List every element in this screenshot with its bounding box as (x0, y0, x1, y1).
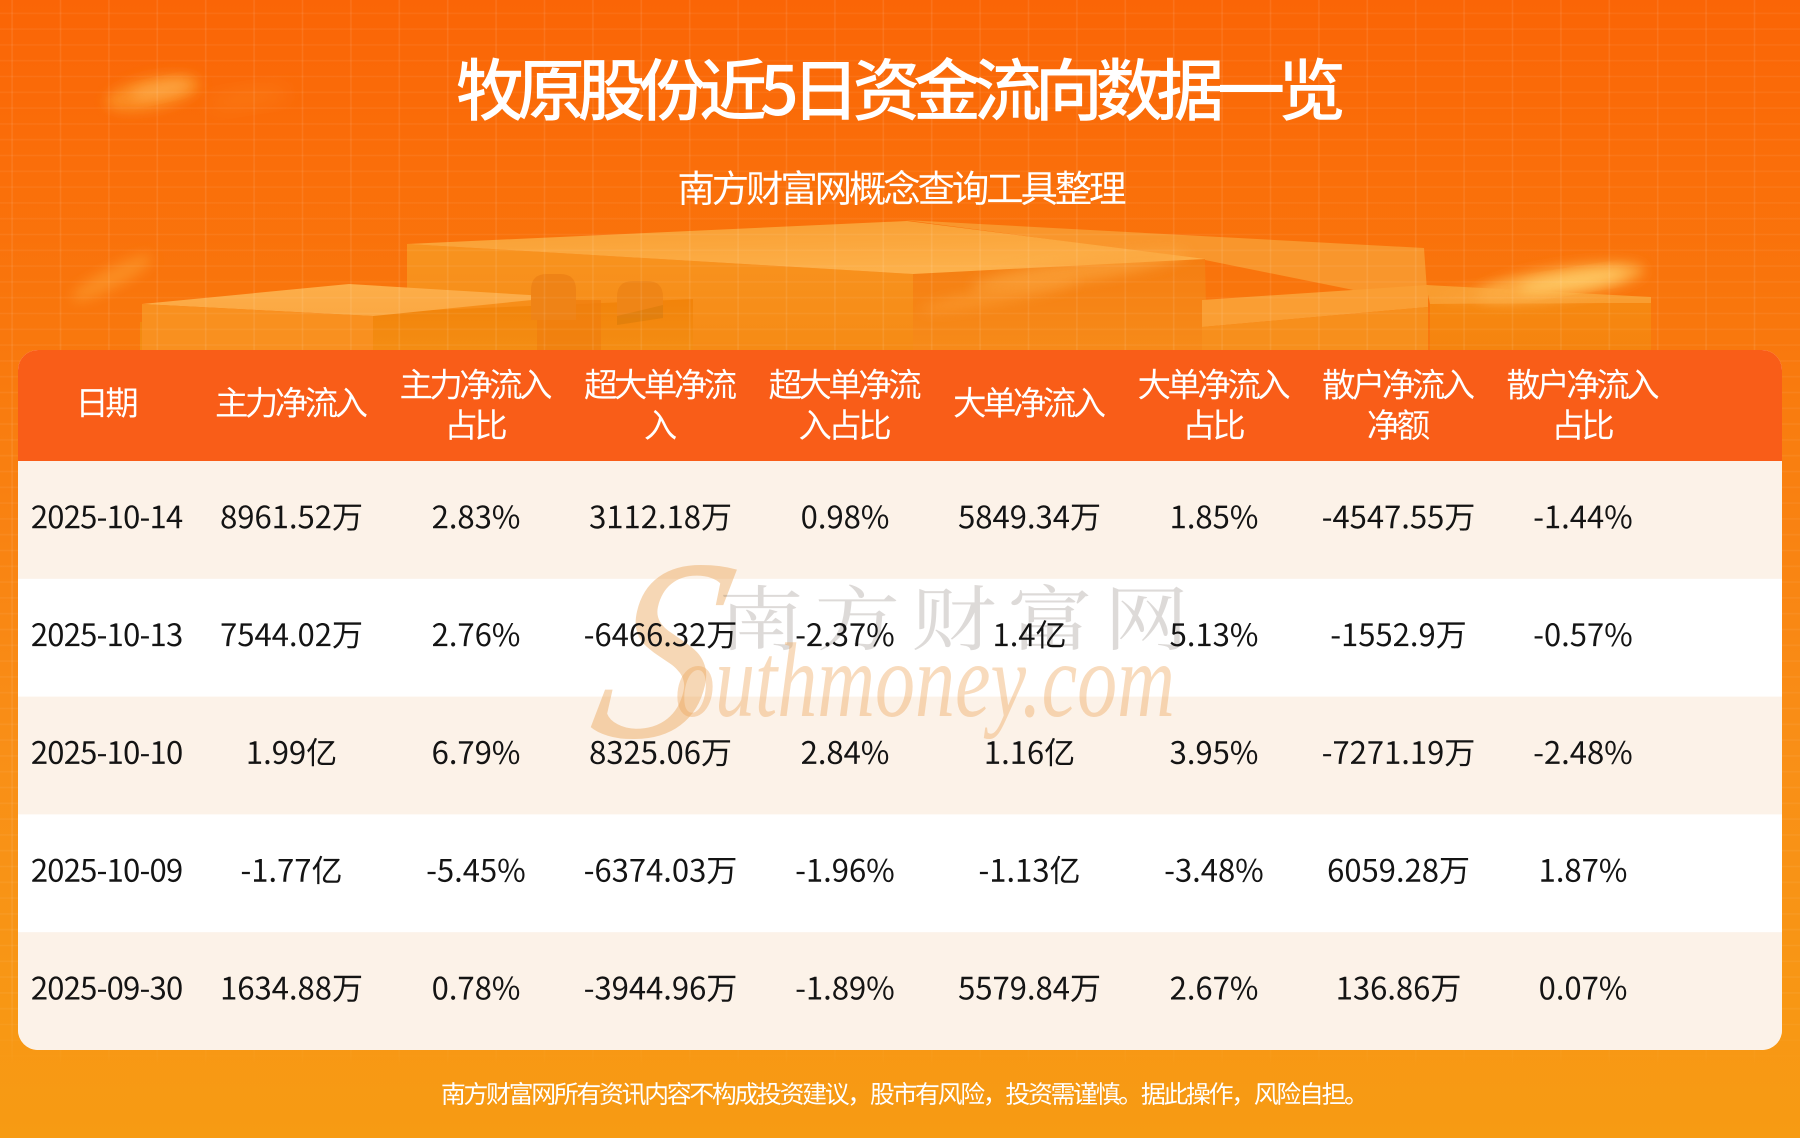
svg-text:outhmoney.com: outhmoney.com (675, 622, 1175, 740)
